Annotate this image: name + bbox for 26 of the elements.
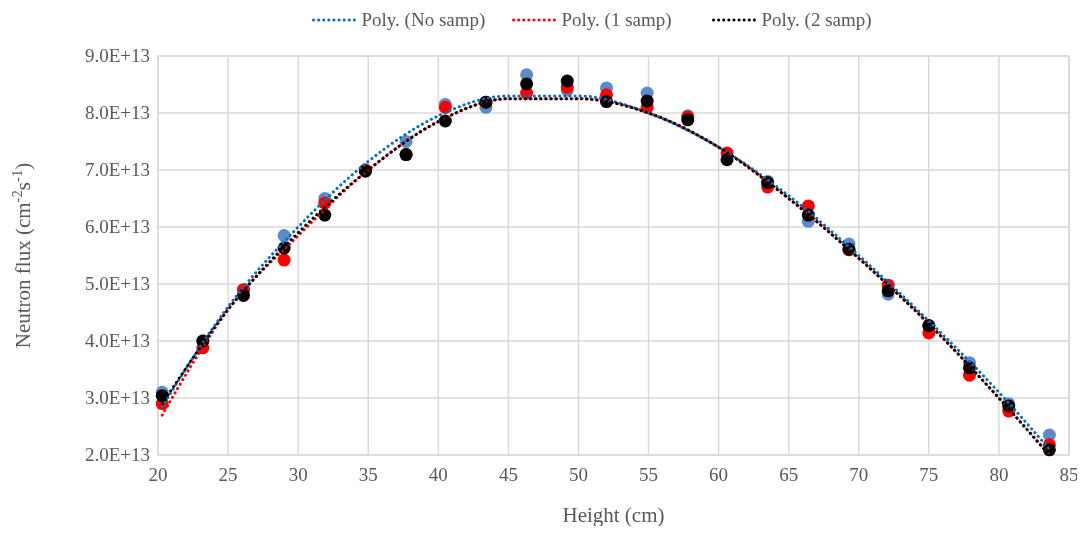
x-tick-label: 75 — [919, 464, 939, 485]
legend-label: Poly. (No samp) — [361, 9, 486, 31]
x-tick-label: 20 — [148, 464, 168, 485]
x-tick-label: 35 — [358, 464, 378, 485]
y-tick-label: 5.0E+13 — [84, 273, 150, 294]
legend-label: Poly. (2 samp) — [761, 9, 872, 31]
x-tick-label: 55 — [639, 464, 659, 485]
y-tick-label: 8.0E+13 — [84, 102, 150, 123]
x-tick-label: 70 — [849, 464, 869, 485]
legend-label: Poly. (1 samp) — [561, 9, 672, 31]
y-tick-label: 6.0E+13 — [84, 216, 150, 237]
x-tick-label: 80 — [989, 464, 1009, 485]
y-tick-label: 9.0E+13 — [84, 45, 150, 66]
x-tick-label: 85 — [1059, 464, 1079, 485]
x-axis-title: Height (cm) — [562, 503, 665, 527]
x-tick-label: 45 — [498, 464, 518, 485]
x-tick-label: 60 — [709, 464, 729, 485]
x-tick-label: 25 — [218, 464, 238, 485]
x-tick-label: 30 — [288, 464, 308, 485]
x-tick-label: 40 — [428, 464, 448, 485]
x-tick-label: 50 — [568, 464, 588, 485]
y-tick-label: 3.0E+13 — [84, 387, 150, 408]
x-tick-label: 65 — [779, 464, 799, 485]
y-tick-label: 7.0E+13 — [84, 159, 150, 180]
y-tick-label: 2.0E+13 — [84, 444, 150, 465]
y-tick-label: 4.0E+13 — [84, 330, 150, 351]
